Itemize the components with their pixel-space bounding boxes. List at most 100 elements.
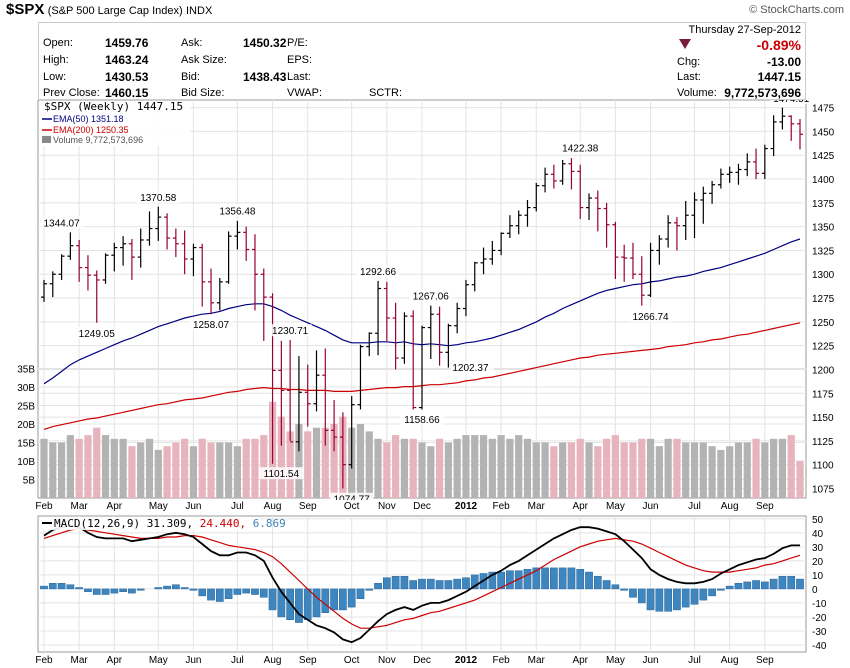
macd-hist-bar	[725, 585, 734, 590]
x-label-Oct: Oct	[344, 501, 360, 512]
ask-value: 1450.32	[243, 36, 287, 50]
stockcharts-logo[interactable]: © StockCharts.com	[749, 4, 844, 16]
volume-bar	[435, 438, 444, 498]
ohlc-bar	[788, 115, 795, 141]
x-label-May: May	[149, 655, 168, 666]
x-label-Sep: Sep	[756, 655, 774, 666]
macd-hist-bar	[163, 585, 171, 590]
macd-hist-bar	[189, 588, 198, 591]
annotation-bg	[330, 492, 374, 500]
volume-bar	[225, 442, 233, 498]
macd-hist-bar	[180, 587, 189, 590]
ohlc-bar	[137, 228, 144, 268]
quote-date: Thursday 27-Sep-2012	[688, 24, 801, 36]
x-label-Apr: Apr	[107, 655, 123, 666]
ohlc-bar	[629, 242, 636, 280]
price-annotation-1474.51: 1474.51	[773, 100, 810, 105]
macd-hist-bar	[242, 588, 251, 594]
macd-hist-bar	[57, 583, 66, 590]
volume-bar	[444, 442, 452, 498]
ohlc-bar	[41, 279, 47, 302]
ohlc-bar	[208, 268, 215, 315]
x-label-Jun: Jun	[185, 501, 201, 512]
volume-bar	[585, 442, 593, 498]
ohlc-bar	[155, 206, 162, 241]
annotation-bg	[189, 318, 233, 331]
price-y-tick-1375: 1375	[812, 199, 835, 210]
volume-bar	[734, 442, 743, 498]
macd-chart[interactable]: -40 -30 -20 -10 0 10 20 30 40 50 MACD(12,26,9) 31.…	[0, 512, 850, 654]
macd-hist-bar	[593, 576, 602, 590]
macd-y-tick--10: -10	[812, 599, 827, 610]
volume-bar	[216, 442, 224, 498]
price-y-tick-1450: 1450	[812, 127, 835, 138]
volume-bar	[682, 442, 690, 498]
volume-bar	[312, 427, 321, 498]
symbol: $SPX	[6, 1, 45, 18]
macd-hist-bar	[365, 588, 374, 591]
ema50-legend: EMA(50) 1351.18	[53, 114, 124, 124]
last-label: Last:	[677, 71, 701, 83]
macd-hist-bar	[409, 580, 418, 590]
x-label-Feb: Feb	[492, 501, 510, 512]
macd-hist-bar	[92, 588, 101, 595]
volume-bar	[770, 438, 778, 498]
price-y-tick-1325: 1325	[812, 246, 835, 257]
high-label: High:	[43, 54, 69, 66]
price-chart[interactable]: 1075 1100 1125 1150 1175 1200 1225 1250 1275 1300…	[0, 100, 850, 500]
price-y-tick-1350: 1350	[812, 223, 835, 234]
macd-y-tick-30: 30	[812, 543, 824, 554]
volume-bar	[497, 435, 505, 498]
x-label-Jul: Jul	[688, 655, 701, 666]
price-annotation-1074.77: 1074.77	[334, 495, 371, 500]
quote-panel: Open: 1459.76 High: 1463.24 Low: 1430.53…	[38, 22, 806, 100]
legend-bg	[40, 102, 190, 146]
macd-y-tick-10: 10	[812, 571, 824, 582]
price-y-tick-1250: 1250	[812, 318, 835, 329]
volume-label: Volume:	[677, 87, 717, 99]
volume-bar	[242, 438, 250, 498]
chart-title: $SPX (S&P 500 Large Cap Index) INDX	[6, 1, 212, 18]
volume-bar	[699, 442, 707, 498]
volume-bar	[594, 446, 602, 498]
annotation-bg	[215, 204, 259, 217]
volume-bar	[154, 449, 162, 498]
macd-hist-bar	[752, 580, 760, 590]
price-x-axis: Feb Mar Apr May Jun Jul Aug Sep Oct Nov Dec 2012 Feb…	[35, 501, 774, 512]
ohlc-bar	[445, 323, 452, 368]
volume-bar	[260, 435, 268, 498]
ohlc-bar	[251, 234, 258, 311]
macd-signal-line	[43, 527, 801, 629]
open-value: 1459.76	[105, 36, 149, 50]
x-label-Jul: Jul	[231, 501, 244, 512]
volume-bar	[163, 446, 171, 498]
ohlc-bar	[357, 344, 364, 410]
volume-bar	[110, 438, 118, 498]
x-label-Jul: Jul	[688, 501, 701, 512]
macd-hist-bar	[514, 570, 523, 590]
sctr-label: SCTR:	[369, 87, 402, 99]
volume-bar	[277, 416, 285, 498]
macd-hist-bar	[251, 588, 259, 595]
ohlc-bar	[190, 243, 197, 277]
price-y-tick-1225: 1225	[812, 342, 835, 353]
ohlc-bar	[498, 232, 505, 256]
ohlc-bar	[120, 236, 127, 266]
macd-hist-bar	[84, 588, 92, 592]
volume-bar	[567, 442, 576, 498]
volume-tick-10B: 10B	[17, 457, 35, 468]
volume-bar	[40, 438, 48, 498]
macd-hist-bar	[690, 588, 699, 605]
x-label-Sep: Sep	[756, 501, 774, 512]
ohlc-bar	[471, 261, 478, 292]
volume-bar	[532, 442, 540, 498]
annotation-bg	[558, 141, 602, 154]
ohlc-bar	[550, 164, 557, 189]
ohlc-bar	[84, 255, 91, 291]
ohlc-bar	[515, 210, 522, 235]
ohlc-bar	[331, 399, 338, 452]
macd-y-tick-40: 40	[812, 529, 824, 540]
volume-bar	[84, 435, 92, 498]
annotation-bg	[75, 326, 119, 339]
